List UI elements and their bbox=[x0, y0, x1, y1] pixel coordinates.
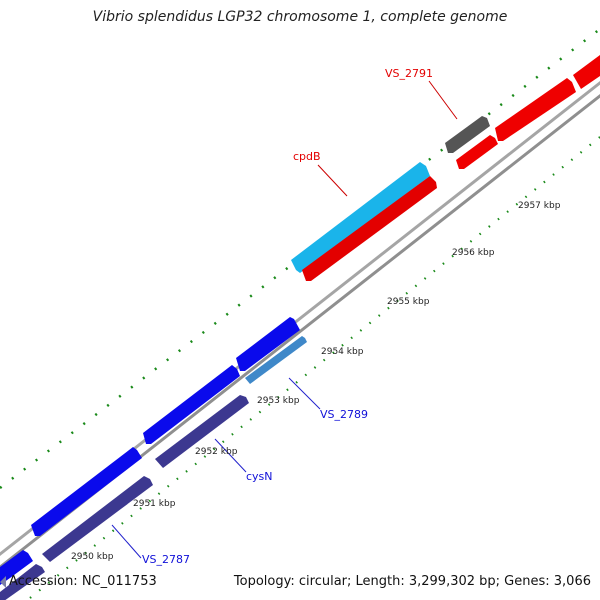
label-line-vs-2787 bbox=[111, 524, 142, 559]
gene-cpdb[interactable] bbox=[302, 176, 437, 281]
genome-stats-text: Topology: circular; Length: 3,299,302 bp… bbox=[233, 574, 591, 589]
ruler-label: 2953 kbp bbox=[257, 396, 300, 406]
gene-forward-segment[interactable] bbox=[143, 365, 240, 444]
gene-label-cpdb[interactable]: cpdB bbox=[293, 150, 321, 163]
ruler-label: 2956 kbp bbox=[452, 248, 495, 258]
gene-reverse-segment[interactable] bbox=[0, 564, 45, 600]
map-footer: Accession: NC_011753 Topology: circular;… bbox=[0, 572, 600, 594]
gene-reverse-segment[interactable] bbox=[155, 395, 249, 468]
label-line-cysn bbox=[214, 438, 247, 473]
ruler-label: 2955 kbp bbox=[387, 297, 430, 307]
gene-gray[interactable] bbox=[445, 116, 490, 153]
ruler-track bbox=[29, 136, 600, 599]
label-line-vs-2789 bbox=[288, 377, 321, 410]
gene-label-vs-2789[interactable]: VS_2789 bbox=[320, 408, 368, 421]
gene-label-vs-2787[interactable]: VS_2787 bbox=[142, 553, 190, 566]
gene-forward-red[interactable] bbox=[495, 78, 576, 141]
gene-forward-segment[interactable] bbox=[0, 550, 33, 585]
gene-forward-segment[interactable] bbox=[236, 317, 300, 371]
gene-vs-2791[interactable] bbox=[456, 135, 498, 169]
back-arrow-icon[interactable] bbox=[0, 576, 6, 588]
ruler-label: 2950 kbp bbox=[71, 552, 114, 562]
label-line-vs-2791 bbox=[428, 80, 458, 120]
gene-cyan[interactable] bbox=[291, 162, 430, 273]
ruler-label: 2954 kbp bbox=[321, 347, 364, 357]
label-line-cpdb bbox=[317, 164, 348, 197]
gene-forward-red[interactable] bbox=[573, 55, 600, 89]
ruler-label: 2952 kbp bbox=[195, 447, 238, 457]
ruler-label: 2951 kbp bbox=[133, 499, 176, 509]
gene-vs-2789[interactable] bbox=[245, 336, 307, 384]
gene-label-cysn[interactable]: cysN bbox=[246, 470, 273, 483]
gene-label-vs-2791[interactable]: VS_2791 bbox=[385, 67, 433, 80]
accession-text: Accession: NC_011753 bbox=[9, 574, 157, 589]
ruler-label: 2957 kbp bbox=[518, 201, 561, 211]
gene-reverse-segment[interactable] bbox=[42, 476, 153, 562]
map-title: Vibrio splendidus LGP32 chromosome 1, co… bbox=[92, 9, 508, 25]
gene-forward-segment[interactable] bbox=[31, 447, 142, 536]
